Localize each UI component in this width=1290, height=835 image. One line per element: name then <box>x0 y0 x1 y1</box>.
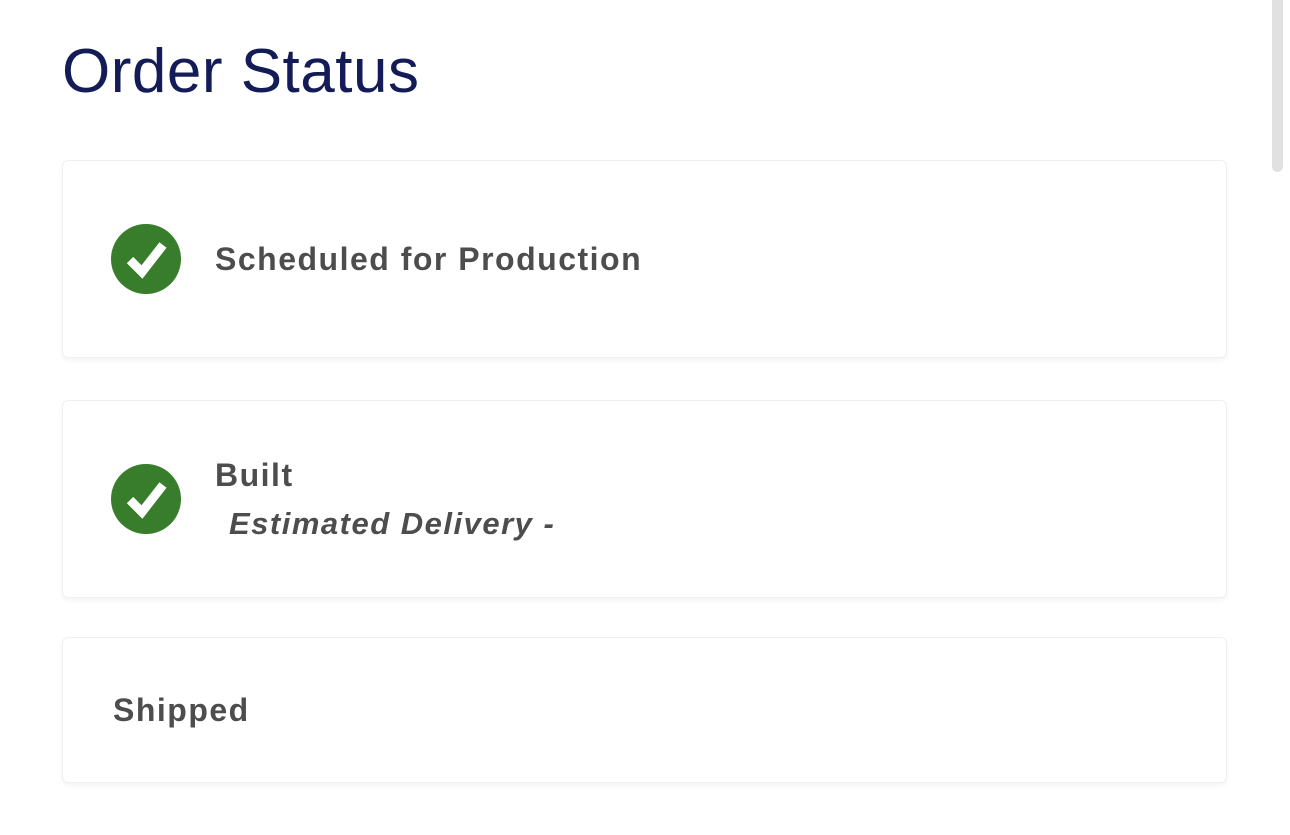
status-card-built: Built Estimated Delivery - <box>62 400 1227 598</box>
page-title: Order Status <box>62 37 420 106</box>
check-circle-icon <box>111 464 181 534</box>
built-label-stack: Built Estimated Delivery - <box>215 457 555 542</box>
step-label-built: Built <box>215 456 294 493</box>
status-card-shipped: Shipped <box>62 637 1227 783</box>
check-circle-icon <box>111 224 181 294</box>
status-card-scheduled: Scheduled for Production <box>62 160 1227 358</box>
step-label-scheduled: Scheduled for Production <box>215 240 643 277</box>
vertical-scrollbar-thumb[interactable] <box>1272 0 1283 172</box>
step-label-shipped: Shipped <box>113 691 250 728</box>
estimated-delivery-text: Estimated Delivery - <box>229 505 556 541</box>
